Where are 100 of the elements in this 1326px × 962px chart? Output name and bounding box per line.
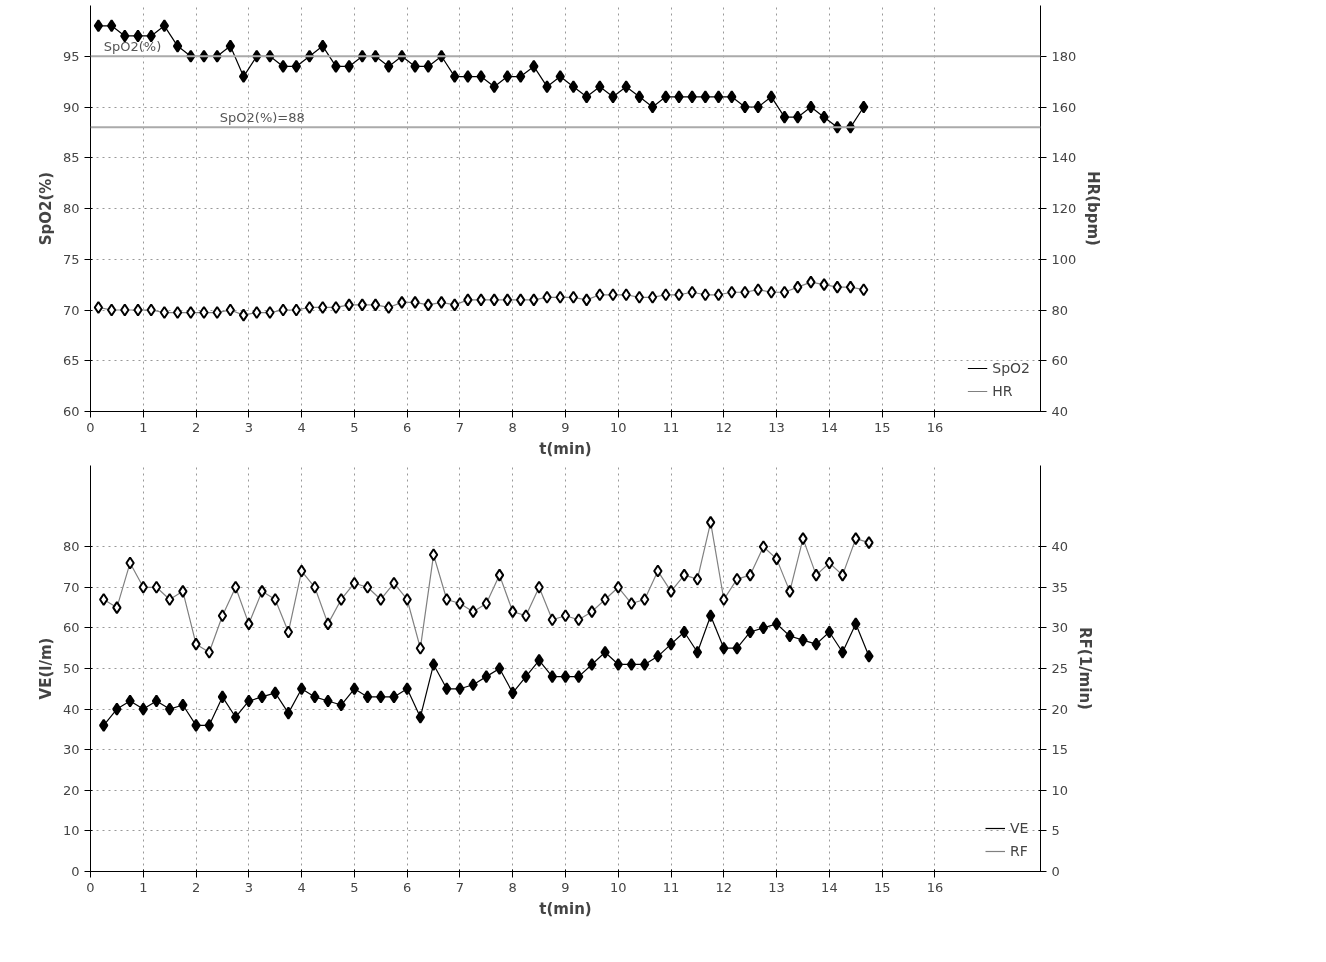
y2-tick-label: 35 bbox=[1051, 579, 1069, 595]
point bbox=[296, 682, 307, 696]
point bbox=[402, 682, 412, 696]
point bbox=[415, 710, 426, 724]
point bbox=[349, 682, 360, 696]
point bbox=[494, 662, 505, 675]
point bbox=[547, 670, 557, 684]
y-tick-label: 70 bbox=[62, 302, 80, 318]
point bbox=[318, 39, 328, 53]
y-tick-label: 60 bbox=[62, 404, 80, 419]
x-tick-label: 6 bbox=[403, 419, 412, 435]
point bbox=[238, 70, 249, 84]
x-tick-label: 8 bbox=[508, 879, 517, 895]
y-tick-label: 85 bbox=[62, 150, 80, 166]
point bbox=[410, 59, 420, 73]
x-tick-label: 16 bbox=[926, 419, 944, 435]
point bbox=[785, 629, 795, 643]
y2-tick-label: 0 bbox=[1051, 864, 1060, 879]
x-tick-label: 1 bbox=[139, 879, 148, 895]
y-tick-label: 50 bbox=[62, 661, 80, 676]
point bbox=[331, 59, 341, 73]
x-tick-label: 15 bbox=[873, 879, 891, 895]
y2-tick-label: 15 bbox=[1051, 742, 1069, 758]
y2-tick-label: 40 bbox=[1051, 404, 1069, 419]
x-tick-label: 9 bbox=[561, 879, 570, 895]
point bbox=[700, 90, 711, 104]
x-tick-label: 12 bbox=[715, 419, 733, 435]
point bbox=[824, 625, 835, 639]
y2-tick-label: 80 bbox=[1051, 302, 1069, 318]
y2-axis-title: HR(bpm) bbox=[1084, 171, 1103, 246]
point bbox=[384, 59, 394, 73]
x-tick-label: 16 bbox=[926, 879, 944, 895]
point bbox=[244, 694, 254, 708]
point bbox=[758, 621, 769, 635]
point bbox=[138, 702, 148, 716]
point bbox=[534, 653, 544, 667]
point bbox=[165, 702, 175, 716]
x-tick-label: 10 bbox=[610, 419, 627, 435]
x-tick-label: 0 bbox=[86, 879, 95, 895]
point bbox=[178, 698, 188, 712]
point bbox=[106, 19, 117, 33]
point bbox=[172, 39, 183, 53]
point bbox=[753, 100, 763, 114]
x-tick-label: 5 bbox=[350, 419, 359, 435]
point bbox=[278, 59, 288, 73]
y2-tick-label: 140 bbox=[1051, 150, 1077, 166]
x-tick-label: 6 bbox=[403, 879, 412, 895]
point bbox=[428, 657, 439, 671]
point bbox=[99, 718, 109, 732]
point bbox=[626, 657, 637, 671]
point bbox=[344, 59, 354, 73]
point bbox=[270, 686, 280, 700]
point bbox=[713, 90, 724, 104]
point bbox=[230, 710, 241, 724]
y-axis-title: SpO2(%) bbox=[36, 171, 55, 246]
x-tick-label: 0 bbox=[86, 419, 95, 435]
x-tick-label: 13 bbox=[768, 879, 785, 895]
point bbox=[766, 90, 776, 104]
point bbox=[621, 80, 631, 94]
point bbox=[705, 609, 716, 623]
y-axis-title: VE(l/m) bbox=[36, 637, 55, 700]
point bbox=[442, 682, 452, 696]
point bbox=[310, 690, 320, 704]
point bbox=[515, 70, 526, 84]
point bbox=[323, 694, 333, 708]
point bbox=[291, 59, 301, 73]
x-tick-label: 10 bbox=[610, 879, 627, 895]
x-tick-label: 7 bbox=[455, 879, 465, 895]
x-tick-label: 13 bbox=[768, 419, 785, 435]
point bbox=[732, 641, 742, 655]
x-tick-label: 12 bbox=[715, 879, 733, 895]
y-tick-label: 65 bbox=[62, 353, 80, 369]
point bbox=[450, 70, 460, 84]
y2-tick-label: 60 bbox=[1051, 353, 1069, 369]
x-tick-label: 4 bbox=[297, 419, 306, 435]
point bbox=[423, 59, 433, 73]
point bbox=[389, 690, 399, 704]
x-tick-label: 9 bbox=[561, 419, 570, 435]
point bbox=[600, 645, 610, 659]
point bbox=[634, 90, 645, 104]
point bbox=[574, 670, 584, 684]
point bbox=[595, 80, 605, 94]
point bbox=[581, 90, 592, 104]
point bbox=[489, 80, 499, 94]
point bbox=[661, 90, 671, 104]
y-tick-label: 75 bbox=[62, 251, 80, 267]
point bbox=[779, 110, 790, 124]
y-tick-label: 10 bbox=[62, 823, 80, 839]
point bbox=[463, 70, 473, 84]
point bbox=[502, 70, 513, 84]
x-tick-label: 2 bbox=[191, 879, 201, 895]
point bbox=[112, 702, 122, 716]
y-tick-label: 40 bbox=[62, 701, 80, 717]
point bbox=[217, 690, 228, 704]
x-tick-label: 11 bbox=[662, 419, 680, 435]
y-tick-label: 60 bbox=[62, 620, 80, 636]
point bbox=[362, 690, 373, 704]
y2-tick-label: 30 bbox=[1051, 620, 1069, 636]
y2-tick-label: 120 bbox=[1051, 201, 1077, 216]
point bbox=[653, 649, 663, 663]
